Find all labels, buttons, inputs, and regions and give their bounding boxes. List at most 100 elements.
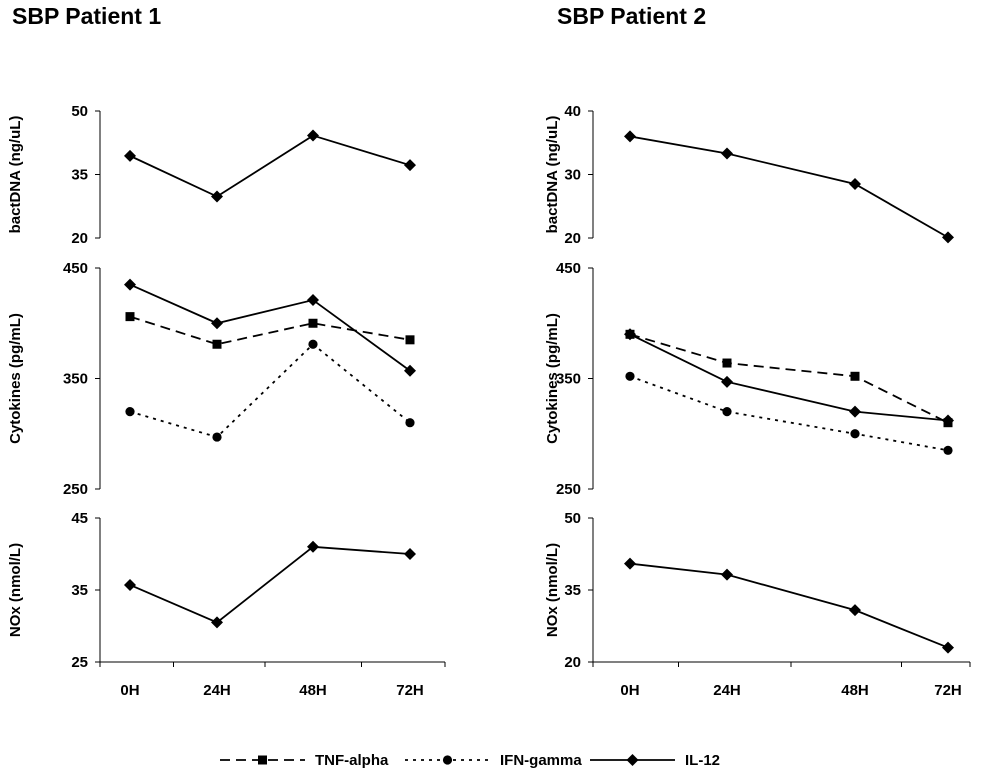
data-point-tnf-alpha-48h — [850, 371, 860, 381]
series-il-12 — [124, 129, 416, 203]
legend-label: IL-12 — [685, 752, 720, 769]
y-tick-label: 50 — [564, 510, 581, 527]
x-tick-label: 48H — [299, 682, 327, 699]
data-point-il-12-24h — [211, 616, 223, 629]
series-il-12 — [624, 130, 954, 244]
y-tick-label: 20 — [564, 654, 581, 671]
data-point-ifn-gamma-0h — [625, 371, 635, 381]
y-axis-label: bactDNA (ng/uL) — [7, 116, 24, 234]
data-point-ifn-gamma-48h — [308, 339, 318, 349]
y-tick-label: 30 — [564, 167, 581, 184]
y-tick-label: 450 — [63, 260, 88, 277]
x-tick-label: 24H — [203, 682, 231, 699]
data-point-ifn-gamma-24h — [722, 407, 732, 417]
data-point-il-12-72h — [404, 364, 416, 377]
y-tick-label: 25 — [71, 654, 88, 671]
y-axis-label: Cytokines (pg/mL) — [544, 313, 561, 444]
data-point-il-12-0h — [624, 328, 636, 341]
data-point-il-12-72h — [404, 548, 416, 560]
x-tick-label: 72H — [396, 682, 424, 699]
series-il-12 — [124, 278, 416, 377]
data-point-ifn-gamma-48h — [850, 429, 860, 439]
data-point-il-12-0h — [124, 278, 136, 291]
y-tick-label: 450 — [556, 260, 581, 277]
series-line-ifn-gamma — [629, 375, 949, 452]
x-tick-label: 48H — [841, 682, 869, 699]
x-tick-label: 0H — [620, 682, 639, 699]
y-axis-label: Cytokines (pg/mL) — [7, 313, 24, 444]
data-point-il-12-72h — [404, 159, 416, 172]
series-line-il-12 — [629, 333, 949, 422]
series-line-il-12 — [629, 562, 949, 649]
data-point-tnf-alpha-24h — [722, 358, 732, 368]
data-point-ifn-gamma-72h — [405, 418, 415, 428]
series-line-il-12 — [629, 135, 949, 239]
data-point-il-12-72h — [942, 414, 954, 427]
y-tick-label: 40 — [564, 103, 581, 120]
legend-marker-square — [258, 755, 267, 765]
patient-1-nox-panel: 25 35 45 NOx (nmol/L) 0H 24H 48H 72H — [7, 510, 446, 699]
data-point-tnf-alpha-0h — [125, 312, 135, 322]
legend-label: TNF-alpha — [315, 752, 389, 769]
data-point-il-12-48h — [849, 178, 861, 191]
y-tick-label: 50 — [71, 103, 88, 120]
series-ifn-gamma — [125, 339, 415, 442]
patient-2-cytokines-panel: 250 350 450 Cytokines (pg/mL) — [544, 260, 954, 498]
data-point-il-12-24h — [721, 568, 733, 581]
legend-item-ifn-gamma: IFN-gamma — [405, 752, 582, 769]
series-line-ifn-gamma — [129, 343, 411, 439]
series-tnf-alpha — [125, 312, 415, 349]
patient-2-title: SBP Patient 2 — [557, 3, 706, 29]
x-tick-label: 72H — [934, 682, 962, 699]
data-point-il-12-72h — [942, 641, 954, 654]
data-point-il-12-48h — [849, 405, 861, 418]
data-point-il-12-48h — [849, 604, 861, 617]
y-tick-label: 250 — [63, 481, 88, 498]
y-tick-label: 20 — [71, 230, 88, 247]
data-point-il-12-24h — [211, 190, 223, 203]
legend-marker-diamond — [626, 754, 639, 766]
series-il-12 — [124, 540, 416, 629]
data-point-il-12-24h — [211, 317, 223, 330]
series-il-12 — [624, 557, 954, 654]
series-tnf-alpha — [625, 329, 953, 428]
x-tick-label: 24H — [713, 682, 741, 699]
data-point-il-12-72h — [942, 231, 954, 244]
data-point-ifn-gamma-24h — [212, 432, 222, 442]
legend-label: IFN-gamma — [500, 752, 582, 769]
data-point-tnf-alpha-72h — [405, 335, 415, 345]
data-point-tnf-alpha-48h — [308, 318, 318, 328]
y-axis-label: bactDNA (ng/uL) — [544, 116, 561, 234]
y-tick-label: 350 — [63, 371, 88, 388]
x-tick-label: 0H — [120, 682, 139, 699]
y-tick-label: 20 — [564, 230, 581, 247]
y-axis-label: NOx (nmol/L) — [544, 543, 561, 637]
legend-marker-circle — [442, 755, 453, 765]
data-point-il-12-24h — [721, 147, 733, 160]
legend-item-il-12: IL-12 — [590, 752, 720, 769]
data-point-il-12-0h — [624, 130, 636, 143]
data-point-ifn-gamma-72h — [943, 445, 953, 455]
data-point-il-12-24h — [721, 375, 733, 388]
data-point-il-12-48h — [307, 129, 319, 142]
data-point-tnf-alpha-24h — [212, 339, 222, 349]
y-tick-label: 35 — [564, 582, 581, 599]
series-line-il-12 — [129, 134, 411, 198]
data-point-il-12-48h — [307, 294, 319, 307]
panels: 20 35 50 bactDNA (ng/uL) 250 350 450 Cytokines … — [7, 103, 971, 699]
series-ifn-gamma — [625, 371, 953, 455]
series-line-tnf-alpha — [629, 333, 949, 424]
y-tick-label: 350 — [556, 371, 581, 388]
data-point-il-12-0h — [624, 557, 636, 570]
y-tick-label: 35 — [71, 167, 88, 184]
series-il-12 — [624, 328, 954, 427]
y-tick-label: 45 — [71, 510, 88, 527]
patient-1-title: SBP Patient 1 — [12, 3, 161, 29]
y-axis-label: NOx (nmol/L) — [7, 543, 24, 637]
series-line-il-12 — [129, 283, 411, 372]
legend: TNF-alpha IFN-gamma IL-12 — [220, 752, 720, 769]
y-tick-label: 35 — [71, 582, 88, 599]
